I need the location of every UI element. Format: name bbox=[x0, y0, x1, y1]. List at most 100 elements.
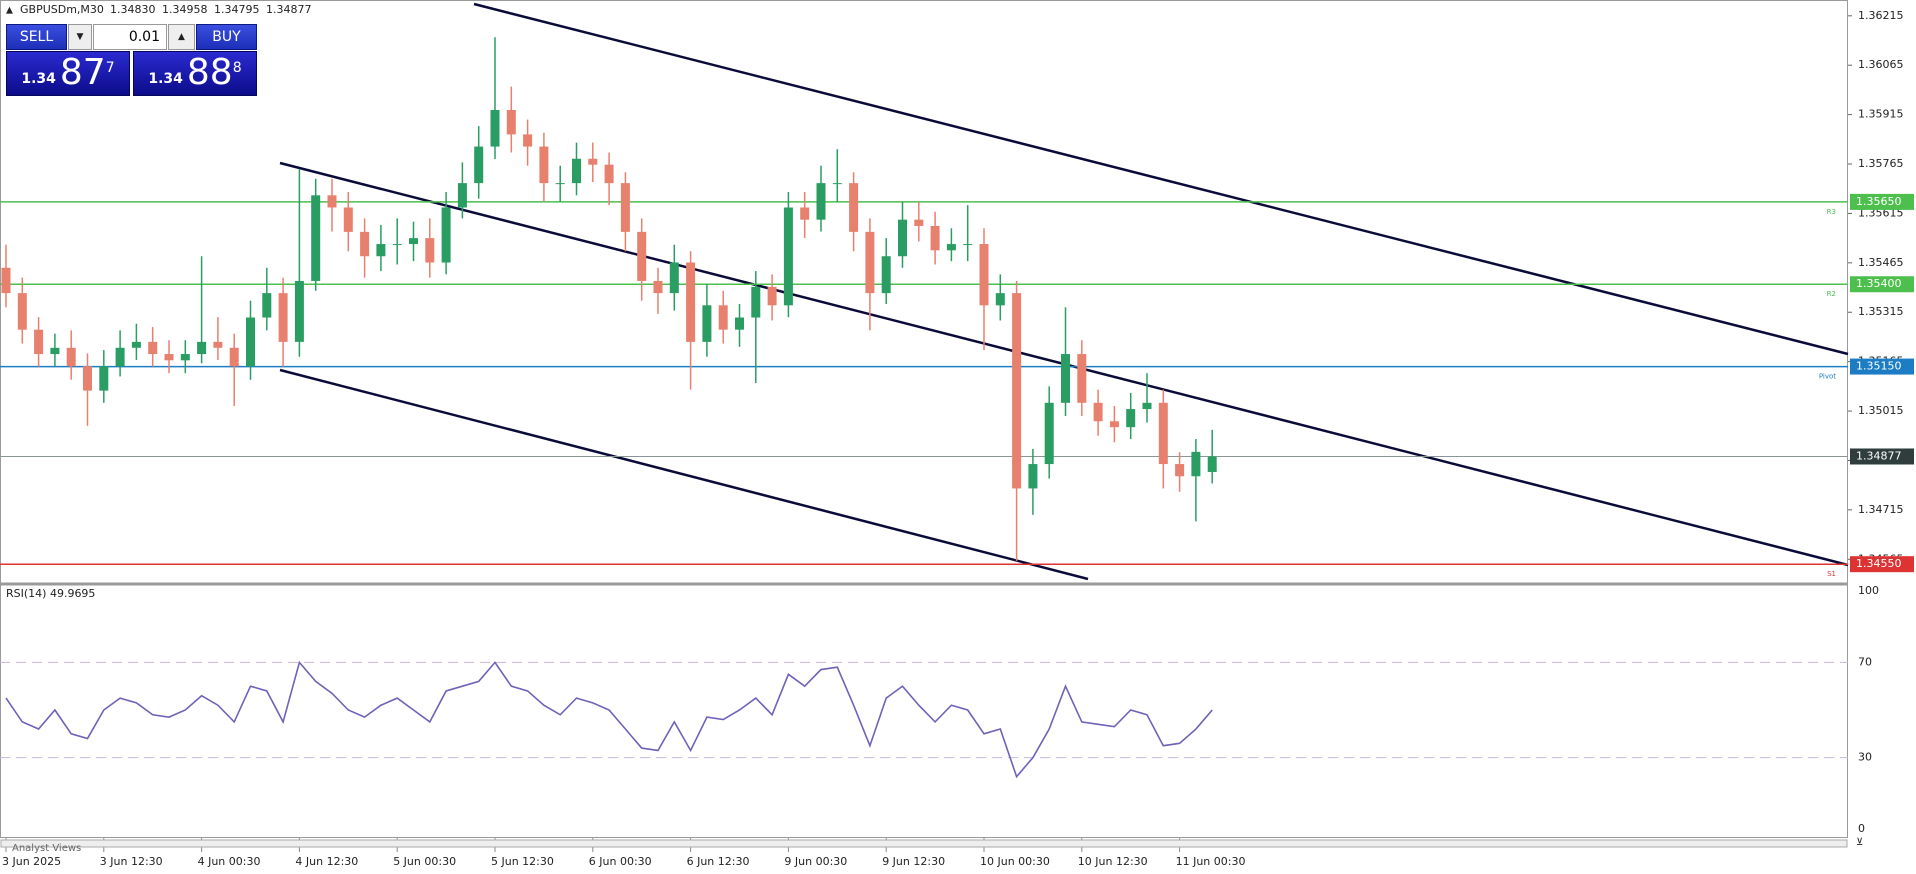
x-tick-label: 3 Jun 2025 bbox=[2, 855, 61, 868]
candle-body bbox=[50, 347, 60, 355]
level-name: R3 bbox=[1827, 208, 1836, 216]
candle-body bbox=[99, 366, 109, 391]
candle-body bbox=[490, 110, 500, 147]
y-tick-label: 0 bbox=[1858, 822, 1865, 835]
x-tick-label: 3 Jun 12:30 bbox=[100, 855, 163, 868]
candle-body bbox=[653, 280, 663, 294]
x-tick-label: 5 Jun 12:30 bbox=[491, 855, 554, 868]
candle-body bbox=[800, 207, 810, 220]
sell-button[interactable]: SELL bbox=[6, 24, 67, 50]
x-tick-label: 4 Jun 00:30 bbox=[198, 855, 261, 868]
x-tick-label: 5 Jun 00:30 bbox=[393, 855, 456, 868]
candle-body bbox=[1126, 409, 1136, 428]
lot-increase[interactable]: ▲ bbox=[168, 24, 195, 50]
candle-body bbox=[278, 293, 288, 342]
candle-body bbox=[506, 110, 516, 135]
candle-body bbox=[311, 195, 321, 281]
level-label: 1.35650 bbox=[1856, 195, 1902, 208]
level-label: 1.34550 bbox=[1856, 557, 1902, 570]
candle-body bbox=[262, 293, 272, 318]
candle-body bbox=[946, 244, 956, 251]
tab[interactable]: Analyst Views bbox=[12, 843, 81, 854]
ask-price[interactable]: 1.34 88 8 bbox=[133, 51, 257, 96]
x-tick-label: 6 Jun 12:30 bbox=[687, 855, 750, 868]
y-tick-label: 1.35465 bbox=[1858, 256, 1904, 269]
x-tick-label: 10 Jun 00:30 bbox=[980, 855, 1050, 868]
x-tick-label: 6 Jun 00:30 bbox=[589, 855, 652, 868]
candle-body bbox=[246, 317, 255, 367]
candle-body bbox=[1077, 354, 1087, 403]
chart-frame bbox=[0, 0, 1848, 838]
x-tick-label: 4 Jun 12:30 bbox=[295, 855, 358, 868]
candle-body bbox=[376, 244, 386, 257]
indicator-title: RSI(14) 49.9695 bbox=[6, 587, 95, 600]
candle-body bbox=[115, 347, 125, 367]
candle-body bbox=[343, 207, 353, 232]
candle-body bbox=[523, 134, 533, 147]
ohlc-label: 1.34795 bbox=[214, 3, 260, 16]
candle-body bbox=[555, 183, 565, 185]
y-tick-label: 1.35765 bbox=[1858, 157, 1904, 170]
candle-body bbox=[1, 267, 11, 294]
y-tick-label: 30 bbox=[1858, 751, 1872, 764]
candle-body bbox=[539, 146, 549, 184]
candle-body bbox=[1028, 464, 1038, 489]
candle-body bbox=[995, 293, 1005, 306]
x-tick-label: 9 Jun 00:30 bbox=[784, 855, 847, 868]
candle-body bbox=[930, 225, 940, 251]
rsi-line bbox=[5, 660, 1213, 779]
candle-body bbox=[849, 183, 859, 232]
candle-body bbox=[409, 238, 418, 245]
candle-body bbox=[718, 305, 728, 330]
current-price-box bbox=[1850, 448, 1914, 465]
candle-body bbox=[474, 146, 484, 184]
candle-body bbox=[327, 195, 337, 208]
level-label-box bbox=[1850, 358, 1914, 375]
y-tick-label: 1.35315 bbox=[1858, 305, 1904, 318]
level-label-box bbox=[1850, 193, 1914, 210]
candle-body bbox=[816, 183, 826, 220]
level-name: R2 bbox=[1827, 290, 1836, 298]
level-label-box bbox=[1850, 556, 1914, 573]
collapse-arrow[interactable]: ▲ bbox=[6, 6, 13, 16]
candle-body bbox=[898, 219, 907, 257]
candle-body bbox=[83, 366, 92, 391]
trend-line bbox=[473, 2, 1849, 356]
scroll-arrow[interactable]: ⊻ bbox=[1856, 837, 1863, 848]
candle-body bbox=[1175, 464, 1185, 477]
x-tick-label: 10 Jun 12:30 bbox=[1078, 855, 1148, 868]
candle-body bbox=[767, 286, 777, 306]
candle-body bbox=[425, 238, 435, 263]
lot-decrease[interactable]: ▼ bbox=[68, 24, 92, 50]
level-label-box bbox=[1850, 276, 1914, 293]
price-prefix: 1.34 bbox=[148, 71, 183, 87]
ohlc-label: 1.34877 bbox=[266, 3, 312, 16]
candle-body bbox=[1142, 402, 1152, 410]
candle-body bbox=[1061, 354, 1070, 403]
candle-body bbox=[1044, 402, 1054, 465]
y-tick-label: 100 bbox=[1858, 584, 1879, 597]
y-tick-label: 70 bbox=[1858, 655, 1872, 668]
current-price-label: 1.34877 bbox=[1856, 449, 1902, 462]
candle-body bbox=[392, 244, 402, 246]
bid-price[interactable]: 1.34 87 7 bbox=[6, 51, 130, 96]
y-tick-label: 1.36215 bbox=[1858, 9, 1904, 22]
price-point: 8 bbox=[232, 60, 242, 76]
candle-body bbox=[620, 183, 630, 232]
candle-body bbox=[865, 231, 875, 294]
ohlc-label: 1.34958 bbox=[162, 3, 208, 16]
price-pips: 88 bbox=[186, 52, 233, 93]
candle-body bbox=[783, 207, 793, 306]
ohlc-label: 1.34830 bbox=[110, 3, 156, 16]
candle-body bbox=[702, 305, 712, 342]
candle-body bbox=[148, 341, 158, 355]
candle-body bbox=[1158, 402, 1168, 465]
lot-input[interactable]: 0.01 bbox=[93, 24, 167, 50]
candle-body bbox=[180, 354, 190, 361]
y-tick-label: 1.36065 bbox=[1858, 58, 1904, 71]
candle-body bbox=[914, 219, 924, 226]
candle-body bbox=[441, 207, 451, 263]
buy-button[interactable]: BUY bbox=[196, 24, 257, 50]
candle-body bbox=[360, 231, 370, 257]
